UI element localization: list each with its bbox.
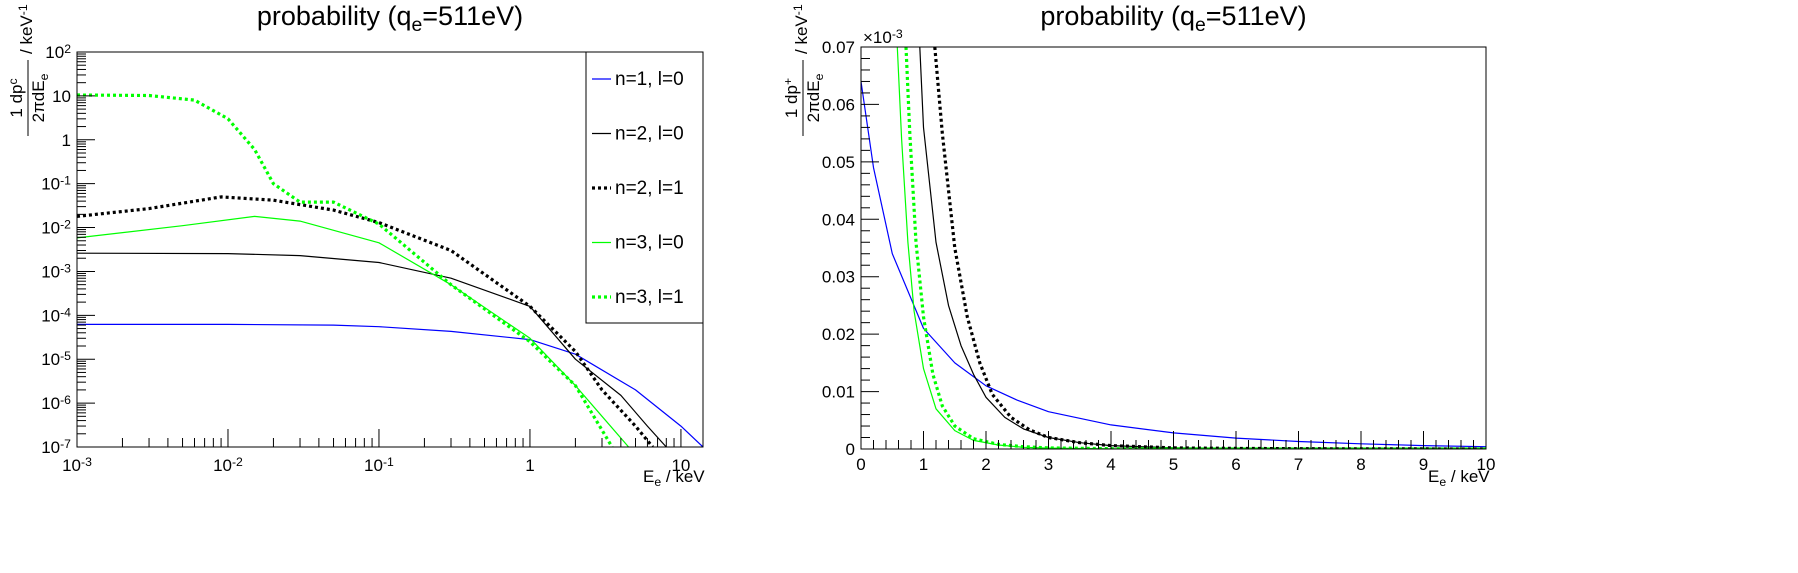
series-line-1: [919, 47, 1486, 449]
legend-label-0: n=1, l=0: [615, 69, 684, 90]
x-tick-label-5: 5: [1169, 455, 1178, 474]
x-tick-label-0: 0: [856, 455, 865, 474]
ticks: [76, 53, 682, 448]
x-tick-label-9: 9: [1419, 455, 1428, 474]
y-tick-label-0: 0: [846, 440, 855, 459]
x-tick-label-8: 8: [1356, 455, 1365, 474]
y-tick-label-5: 10-2: [41, 217, 71, 237]
series-line-3: [77, 215, 630, 447]
x-axis-label: Ee / keV: [643, 467, 705, 489]
y-label-numerator: 1 dpc: [6, 78, 26, 117]
y-axis-label: 1 dp+ 2πdEe / keV-1: [781, 4, 826, 136]
series-group: [861, 47, 1486, 449]
legend: n=1, l=0 n=2, l=0 n=2, l=1 n=3, l=0 n=3, l=1: [585, 51, 704, 324]
series-line-3: [896, 47, 1486, 449]
y-tick-label-8: 10: [52, 87, 71, 106]
y-tick-label-6: 0.06: [822, 95, 855, 114]
y-tick-label-3: 10-4: [41, 305, 71, 325]
plot-frame: [860, 46, 1487, 450]
x-tick-label-7: 7: [1294, 455, 1303, 474]
x-tick-label-4: 10: [671, 456, 690, 475]
y-label-denominator: 2πdEe: [804, 73, 826, 122]
y-label-unit: / keV-1: [791, 4, 811, 54]
chart-left: probability (qe=511eV) 10-3 10-2 10-1 1 10 10-…: [6, 1, 706, 489]
y-label-unit: / keV-1: [16, 4, 36, 54]
ticks: [860, 46, 1487, 450]
y-tick-label-7: 0.07: [822, 38, 855, 57]
series-group: [77, 93, 703, 447]
x-tick-label-6: 6: [1231, 455, 1240, 474]
y-tick-label-5: 0.05: [822, 153, 855, 172]
series-line-2: [77, 195, 654, 447]
x-tick-label-2: 2: [981, 455, 990, 474]
legend-label-4: n=3, l=1: [615, 287, 684, 308]
legend-label-3: n=3, l=0: [615, 233, 684, 254]
x-axis-label: Ee / keV: [1428, 467, 1490, 489]
x-tick-label-10: 10: [1477, 455, 1496, 474]
series-line-0: [861, 81, 1486, 448]
y-label-numerator: 1 dp+: [781, 78, 801, 118]
x-tick-label-4: 4: [1106, 455, 1115, 474]
x-tick-label-3: 1: [525, 456, 534, 475]
chart-right: probability (qe=511eV) 0 1 2 3 4 5 6 7 8 9 10 0 0.01 0…: [781, 1, 1496, 489]
x-tick-label-0: 10-3: [62, 455, 92, 475]
series-line-0: [77, 323, 703, 447]
y-tick-label-9: 102: [45, 42, 71, 62]
x-tick-label-2: 10-1: [364, 455, 394, 475]
y-tick-label-1: 0.01: [822, 383, 855, 402]
x-tick-label-1: 1: [919, 455, 928, 474]
y-tick-label-3: 0.03: [822, 268, 855, 287]
chart-title: probability (qe=511eV): [257, 1, 523, 36]
legend-label-2: n=2, l=1: [615, 178, 684, 199]
y-axis-label: 1 dpc 2πdEe / keV-1: [6, 4, 51, 136]
y-tick-label-2: 0.02: [822, 325, 855, 344]
y-multiplier: ×10-3: [863, 27, 903, 47]
x-tick-label-3: 3: [1044, 455, 1053, 474]
legend-label-1: n=2, l=0: [615, 124, 684, 145]
x-tick-label-1: 10-2: [213, 455, 243, 475]
series-line-4: [77, 93, 614, 447]
y-tick-label-2: 10-5: [41, 349, 71, 369]
y-tick-label-4: 10-3: [41, 261, 71, 281]
y-tick-label-6: 10-1: [41, 173, 71, 193]
y-tick-label-1: 10-6: [41, 393, 71, 413]
series-line-2: [933, 47, 1486, 449]
legend-box: [585, 51, 704, 324]
y-label-denominator: 2πdEe: [29, 73, 51, 122]
y-tick-label-0: 10-7: [41, 437, 71, 457]
y-tick-label-4: 0.04: [822, 210, 855, 229]
y-tick-label-7: 1: [62, 131, 71, 150]
series-line-1: [77, 252, 667, 447]
chart-title: probability (qe=511eV): [1040, 1, 1306, 36]
